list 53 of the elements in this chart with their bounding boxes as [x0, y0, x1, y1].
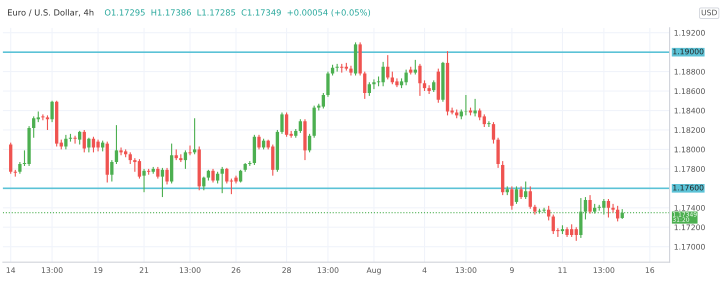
candlestick	[202, 176, 206, 191]
candlestick	[547, 205, 550, 221]
chart-title: Euro / U.S. Dollar, 4h	[8, 9, 94, 16]
candlestick	[101, 140, 104, 152]
candlestick	[492, 122, 496, 144]
candlestick	[326, 71, 330, 98]
candlestick	[50, 100, 54, 123]
candlestick	[528, 186, 532, 210]
candlestick	[262, 138, 266, 150]
candlestick	[308, 133, 312, 153]
candlestick	[506, 186, 509, 196]
candlestick	[248, 160, 252, 166]
candlestick	[514, 186, 518, 204]
candlestick	[533, 204, 537, 216]
candlestick	[349, 65, 353, 76]
candlestick	[96, 139, 100, 152]
candlestick	[14, 169, 17, 178]
candlestick	[510, 186, 514, 210]
candlestick	[174, 148, 178, 161]
candlestick	[298, 118, 302, 134]
candlestick	[418, 63, 422, 96]
text: O1.17295 H1.17386 L1.17285 C1.17349 +0.00054 (+0.05%)	[104, 9, 370, 17]
candlestick	[386, 54, 390, 80]
candlestick	[78, 130, 82, 146]
candlestick	[460, 108, 463, 120]
candlestick	[616, 205, 620, 222]
candlestick	[524, 180, 528, 200]
candlestick	[128, 152, 132, 165]
candlestick	[92, 136, 96, 153]
candlestick	[188, 144, 192, 156]
candlestick	[363, 71, 366, 100]
candlestick	[238, 169, 242, 184]
candlestick	[368, 82, 371, 96]
candlestick	[110, 160, 114, 182]
candlestick	[220, 166, 224, 194]
candlestick	[64, 134, 68, 150]
candlestick	[404, 69, 408, 86]
candlestick	[455, 108, 458, 119]
candlestick	[330, 64, 334, 76]
candlestick	[82, 129, 86, 153]
candlestick	[280, 112, 284, 134]
candlestick	[192, 118, 196, 155]
candlestick	[432, 80, 436, 93]
candlestick	[46, 114, 50, 131]
candlestick	[473, 98, 477, 117]
candlestick	[216, 171, 220, 184]
candlestick	[606, 198, 610, 218]
candlestick	[414, 59, 417, 76]
candlestick	[18, 162, 22, 174]
candlestick	[87, 137, 91, 153]
candlestick	[381, 61, 385, 87]
candlestick	[464, 94, 468, 116]
candlestick	[156, 166, 160, 180]
